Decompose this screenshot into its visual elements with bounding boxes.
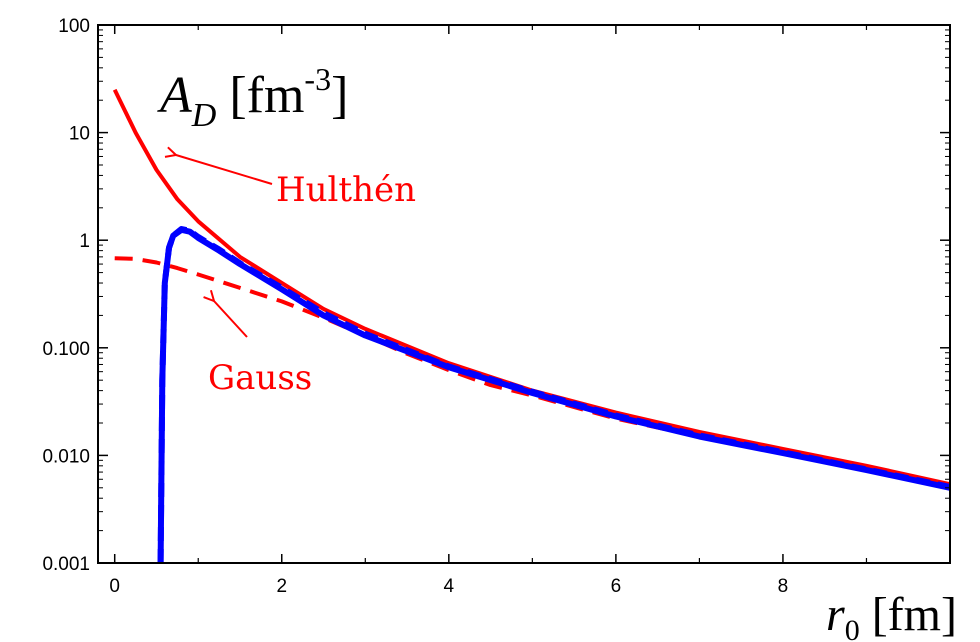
x-label-sub: 0: [845, 614, 860, 642]
gauss-arrow: [214, 301, 248, 338]
y-label-unit: [fm: [216, 67, 304, 124]
series-line-hulthn-0: [112, 88, 951, 487]
y-label-sub: D: [191, 97, 217, 134]
y-tick-label: 10: [69, 124, 90, 145]
y-label-sup: -3: [304, 61, 331, 97]
x-label-unit: [fm]: [860, 588, 957, 641]
y-tick-label: 0.100: [42, 339, 90, 360]
gauss-annotation: Gauss: [208, 358, 312, 398]
x-tick-label: 2: [276, 576, 287, 597]
y-tick-label: 1: [79, 231, 90, 252]
y-tick-label: 0.001: [42, 554, 90, 575]
x-tick-label: 6: [611, 576, 622, 597]
x-axis-label: r0 [fm]: [826, 588, 957, 642]
y-tick-label: 100: [58, 16, 90, 37]
y-tick-label: 0.010: [42, 446, 90, 467]
x-tick-label: 8: [778, 576, 789, 597]
x-label-main: r: [826, 588, 845, 641]
hulthen-annotation: Hulthén: [276, 170, 416, 210]
y-label-main: A: [157, 67, 192, 124]
x-tick-label: 4: [444, 576, 455, 597]
y-axis-label: AD [fm-3]: [157, 61, 348, 134]
tick-layer: 0 2 4 6 8 0.001 0.010 0.100 1 10 100: [42, 16, 950, 597]
x-tick-label: 0: [109, 576, 120, 597]
plot-frame: [97, 24, 951, 564]
series-layer: [112, 88, 951, 564]
y-label-close: ]: [331, 67, 348, 124]
hulthen-arrow: [176, 155, 273, 185]
series-line-series-3-3: [157, 226, 951, 564]
